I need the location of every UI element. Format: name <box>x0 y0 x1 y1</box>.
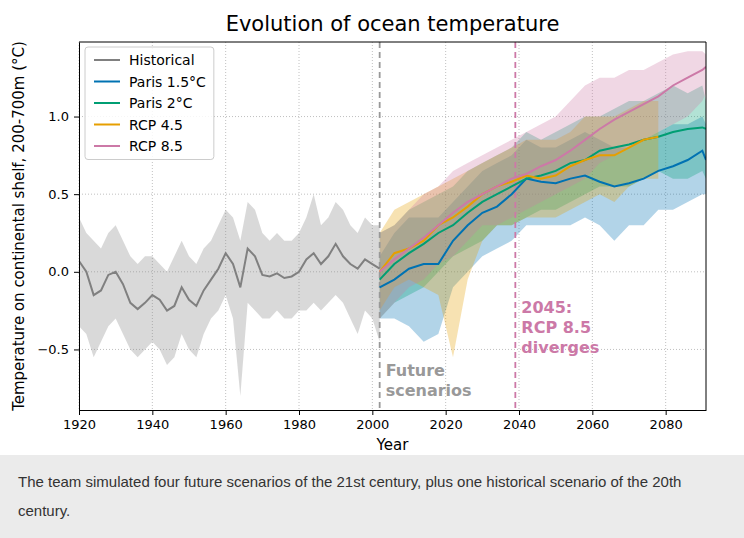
x-axis: 1920 1940 1960 1980 2000 2020 2040 2060 2080 <box>63 410 707 432</box>
series-line <box>380 67 706 272</box>
annotation-text: 2045: <box>521 298 572 317</box>
tick-mark <box>299 410 300 415</box>
x-tick: 2000 <box>356 410 389 432</box>
annotation-line <box>514 42 516 410</box>
tick-mark <box>519 410 520 415</box>
tick-label: 2000 <box>356 417 389 432</box>
tick-mark <box>372 410 373 415</box>
series-line <box>79 244 380 311</box>
annotation-text: diverges <box>521 338 599 357</box>
x-tick: 2020 <box>430 410 463 432</box>
plot-area <box>79 42 706 410</box>
tick-label: −0.5 <box>37 342 69 357</box>
y-axis-line <box>79 43 80 411</box>
grid <box>79 42 706 410</box>
tick-mark <box>226 410 227 415</box>
grid-line <box>299 42 300 410</box>
series-line <box>380 151 706 288</box>
tick-label: 1980 <box>283 417 316 432</box>
series-line <box>380 137 659 272</box>
chart-title: Evolution of ocean temperature <box>226 12 560 36</box>
tick-mark <box>666 410 667 415</box>
tick-mark <box>446 410 447 415</box>
tick-mark <box>592 410 593 415</box>
legend-swatch <box>94 102 120 104</box>
y-tick: 0.5 <box>48 187 79 202</box>
tick-label: 1920 <box>63 417 96 432</box>
x-tick: 1940 <box>136 410 169 432</box>
series-line <box>380 127 706 279</box>
legend-swatch <box>94 81 120 83</box>
tick-mark <box>74 117 79 118</box>
legend-swatch <box>94 145 120 147</box>
legend-label: RCP 8.5 <box>129 138 183 154</box>
plot-frame <box>79 42 706 43</box>
annotation-text: scenarios <box>386 381 472 400</box>
band <box>79 194 380 396</box>
chart: Evolution of ocean temperature Futurescen… <box>0 0 744 455</box>
legend-swatch <box>94 124 120 126</box>
grid-line <box>79 42 80 410</box>
page: Evolution of ocean temperature Futurescen… <box>0 0 744 538</box>
legend: Historical Paris 1.5°C Paris 2°C RCP 4.5 RCP… <box>85 47 214 160</box>
x-tick: 2040 <box>503 410 536 432</box>
legend-label: Historical <box>129 52 195 68</box>
y-tick: 0.0 <box>48 264 79 279</box>
tick-label: 1960 <box>210 417 243 432</box>
x-tick: 1960 <box>210 410 243 432</box>
y-axis: −0.5 0.0 0.5 1.0 <box>37 43 79 411</box>
x-axis-line <box>80 410 707 411</box>
legend-box <box>85 47 214 160</box>
tick-label: 2060 <box>576 417 609 432</box>
tick-mark <box>79 410 80 415</box>
annotation-text: RCP 8.5 <box>521 318 591 337</box>
legend-label: Paris 1.5°C <box>129 74 206 90</box>
tick-mark <box>74 194 79 195</box>
tick-mark <box>152 410 153 415</box>
tick-mark <box>74 272 79 273</box>
y-tick: 1.0 <box>48 109 79 124</box>
tick-label: 1.0 <box>48 109 69 124</box>
annotation-text: Future <box>386 361 445 380</box>
tick-label: 2040 <box>503 417 536 432</box>
tick-label: 1940 <box>136 417 169 432</box>
legend-swatch <box>94 59 120 61</box>
plot-frame <box>706 42 707 410</box>
tick-label: 0.5 <box>48 187 69 202</box>
tick-label: 0.0 <box>48 264 69 279</box>
annotation-line <box>379 42 381 410</box>
x-tick: 2060 <box>576 410 609 432</box>
legend-label: RCP 4.5 <box>129 117 183 133</box>
x-tick: 1920 <box>63 410 96 432</box>
caption: The team simulated four future scenarios… <box>0 455 744 538</box>
tick-mark <box>74 349 79 350</box>
band <box>380 51 706 318</box>
x-axis-title: Year <box>376 436 410 454</box>
tick-label: 2080 <box>650 417 683 432</box>
x-tick: 1980 <box>283 410 316 432</box>
legend-label: Paris 2°C <box>129 95 193 111</box>
y-axis-title: Temperature on continental shelf, 200-70… <box>10 41 28 412</box>
y-tick: −0.5 <box>37 342 79 357</box>
x-tick: 2080 <box>650 410 683 432</box>
tick-label: 2020 <box>430 417 463 432</box>
annotations: Futurescenarios 2045:RCP 8.5diverges <box>386 298 600 400</box>
